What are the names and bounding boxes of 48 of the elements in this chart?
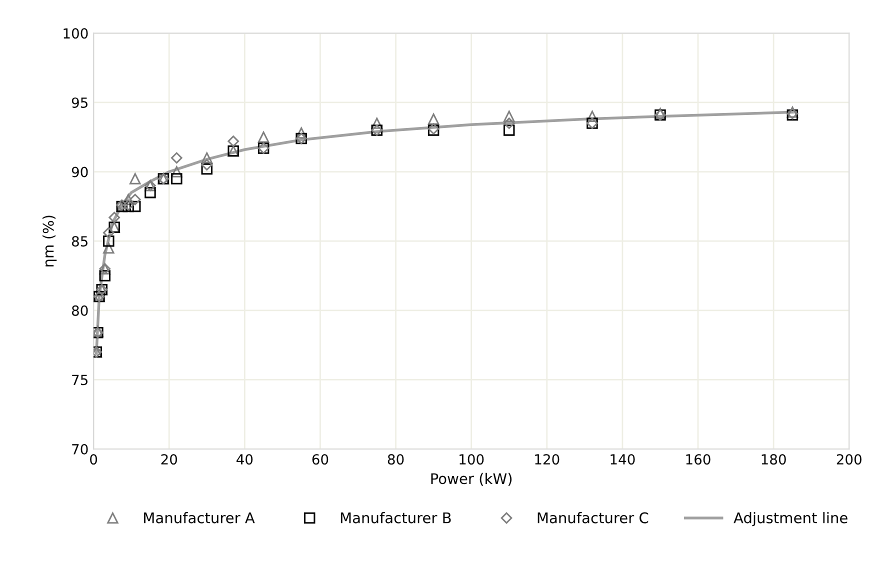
y-tick-label: 80 xyxy=(72,305,88,316)
point xyxy=(201,159,213,171)
x-tick-label: 120 xyxy=(535,454,560,465)
point xyxy=(503,110,515,122)
x-tick-label: 100 xyxy=(460,454,484,465)
y-tick-label: 70 xyxy=(72,444,88,454)
x-tick-label: 160 xyxy=(686,454,710,465)
y-tick-label: 100 xyxy=(64,28,88,39)
y-tick-label: 85 xyxy=(72,236,88,247)
point xyxy=(144,186,156,198)
y-axis-title: ηm (%) xyxy=(42,216,57,266)
y-tick-label: 95 xyxy=(72,97,88,108)
point xyxy=(102,227,114,238)
point xyxy=(201,152,213,164)
x-tick-label: 200 xyxy=(836,454,862,465)
x-tick-label: 60 xyxy=(312,454,328,465)
point xyxy=(503,124,515,136)
point xyxy=(371,118,383,129)
y-tick-label: 90 xyxy=(72,166,88,178)
x-tick-label: 80 xyxy=(388,454,404,465)
point xyxy=(201,163,213,175)
x-tick-label: 40 xyxy=(236,454,253,465)
x-tick-label: 180 xyxy=(762,454,786,465)
point xyxy=(428,113,440,125)
point xyxy=(103,235,114,247)
legend-label: Manufacturer A xyxy=(144,512,255,524)
point xyxy=(296,127,307,139)
point xyxy=(170,152,182,164)
legend-label: Manufacturer C xyxy=(538,512,648,524)
legend-label: Manufacturer B xyxy=(340,512,451,524)
point xyxy=(503,118,515,129)
point xyxy=(99,270,111,282)
x-axis-title: Power (kW) xyxy=(431,472,512,486)
point xyxy=(258,132,270,143)
point xyxy=(228,136,240,147)
point xyxy=(129,200,141,212)
y-tick-label: 75 xyxy=(72,374,88,386)
point xyxy=(108,212,120,224)
x-tick-label: 0 xyxy=(90,454,98,465)
legend-label: Adjustment line xyxy=(734,512,848,526)
point xyxy=(171,166,182,178)
point xyxy=(586,110,598,122)
point xyxy=(129,194,141,206)
point xyxy=(171,173,182,184)
point xyxy=(129,173,141,184)
x-tick-label: 20 xyxy=(161,454,178,465)
point xyxy=(103,242,114,254)
x-tick-label: 140 xyxy=(610,454,635,465)
